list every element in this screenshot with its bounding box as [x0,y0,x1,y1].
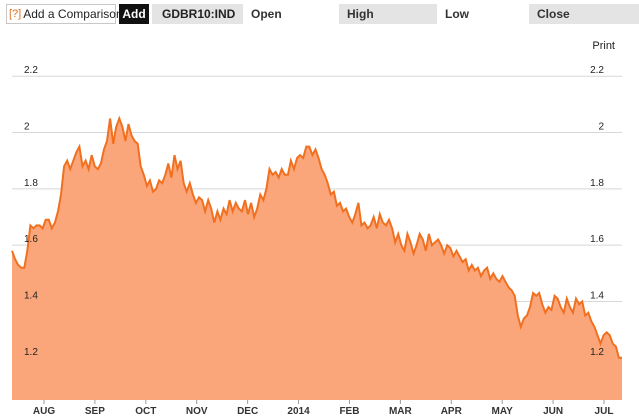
y-tick-right: 1.8 [590,178,604,189]
y-axis-right: 1.2 1.4 1.6 1.8 2 2.2 [590,65,604,358]
add-comparison-input[interactable]: [?] Add a Comparison [6,4,123,24]
x-tick-label: APR [441,406,463,417]
x-tick-label: 2014 [287,406,310,417]
y-tick-left: 1.2 [24,347,38,358]
add-comparison-label: Add a Comparison [23,7,123,21]
y-axis-left: 1.2 1.4 1.6 1.8 2 2.2 [24,65,38,358]
x-tick-label: OCT [135,406,156,417]
x-axis: AUG SEP OCT NOV DEC 2014 FEB MAR APR MAY JUN JUL [33,400,614,417]
open-label: Open [243,4,339,24]
low-label: Low [437,4,529,24]
symbol-label: GDBR10:IND [152,4,243,24]
close-label: Close [529,4,639,24]
y-tick-right: 2.2 [590,65,604,76]
print-link[interactable]: Print [592,40,615,52]
add-button[interactable]: Add [119,4,149,24]
help-icon[interactable]: [?] [9,8,22,20]
x-tick-label: JUL [595,406,614,417]
series-line [11,115,622,359]
x-tick-label: JUN [543,406,563,417]
toolbar: [?] Add a Comparison Add GDBR10:IND Open… [0,0,639,28]
x-tick-label: MAR [389,406,413,417]
area-fill [12,118,622,400]
y-tick-right: 1.6 [590,234,604,245]
y-tick-left: 1.8 [24,178,38,189]
x-tick-label: AUG [33,406,55,417]
x-tick-label: DEC [237,406,258,417]
y-tick-right: 1.2 [590,347,604,358]
high-label: High [339,4,437,24]
y-tick-left: 1.4 [24,290,38,301]
x-tick-label: NOV [186,406,208,417]
x-tick-label: SEP [85,406,105,417]
y-tick-left: 1.6 [24,234,38,245]
y-tick-right: 1.4 [590,290,604,301]
y-tick-right: 2 [598,122,604,133]
x-tick-label: FEB [339,406,359,417]
x-tick-label: MAY [492,406,514,417]
y-tick-left: 2 [24,122,30,133]
y-tick-left: 2.2 [24,65,38,76]
